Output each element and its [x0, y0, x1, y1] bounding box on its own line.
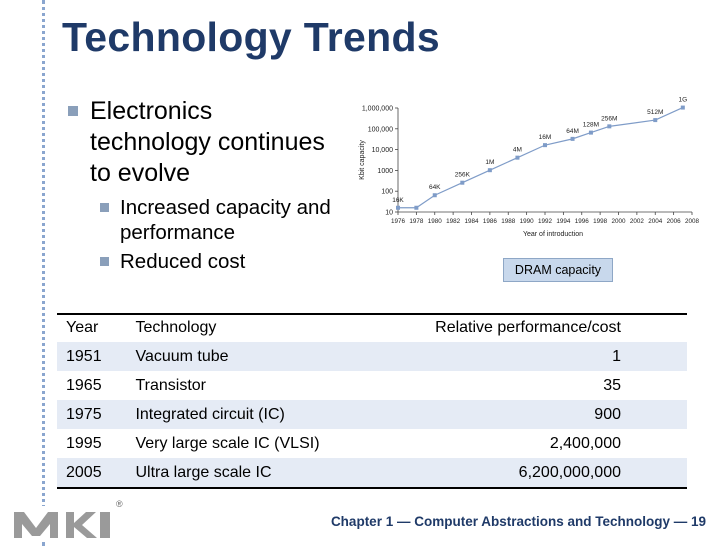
cell-year: 1965	[66, 376, 102, 394]
bullet-list: Electronics technology continues to evol…	[62, 96, 337, 274]
cell-performance: 1	[426, 342, 687, 371]
x-tick-label: 1982	[446, 218, 461, 225]
x-tick-label: 1990	[520, 218, 535, 225]
x-tick-label: 1994	[556, 218, 571, 225]
data-point	[432, 193, 437, 198]
chart-caption: DRAM capacity	[503, 258, 613, 282]
cell-year: 2005	[57, 458, 127, 487]
y-tick-label: 1000	[377, 168, 393, 175]
y-tick-label: 10	[385, 210, 393, 217]
cell-technology: Vacuum tube	[126, 342, 427, 371]
table-row: 2005 Ultra large scale IC 6,200,000,000	[57, 458, 687, 487]
x-tick-label: 2006	[667, 218, 682, 225]
x-tick-label: 1980	[428, 218, 443, 225]
cell-year: 1975	[57, 400, 127, 429]
bullet-sub: Increased capacity and performance	[62, 195, 337, 245]
table-header-row: Year Technology Relative performance/cost	[57, 313, 687, 342]
bullet-square-icon	[100, 203, 109, 212]
slide-footer: Chapter 1 — Computer Abstractions and Te…	[330, 514, 706, 529]
data-label: 256M	[601, 115, 617, 122]
data-point	[460, 180, 465, 185]
bullet-square-icon	[100, 257, 109, 266]
x-tick-label: 1978	[409, 218, 424, 225]
table-bottom-rule	[57, 487, 687, 489]
data-point	[680, 105, 685, 110]
x-tick-label: 2004	[648, 218, 663, 225]
cell-performance: 900	[426, 400, 687, 429]
bullet-sub-text: Increased capacity and performance	[120, 196, 331, 244]
cell-technology: Integrated circuit (IC)	[126, 400, 427, 429]
y-axis-label: Kbit capacity	[359, 140, 366, 180]
table-row: 1965 Transistor 35	[57, 371, 687, 400]
y-tick-label: 1,000,000	[362, 106, 393, 113]
y-tick-label: 100	[381, 189, 393, 196]
cell-performance: 2,400,000	[549, 434, 621, 452]
cell-year: 1951	[57, 342, 127, 371]
registered-mark: ®	[116, 499, 123, 509]
x-tick-label: 1998	[593, 218, 608, 225]
data-label: 64K	[429, 184, 441, 191]
y-tick-label: 100,000	[368, 126, 393, 133]
data-label: 4M	[513, 147, 522, 154]
data-point	[607, 124, 612, 129]
bullet-sub-text: Reduced cost	[120, 250, 246, 273]
dram-capacity-chart: 10 100 1000 10,000 100,000 1,000,000 1976 1978 1…	[359, 97, 700, 238]
header-technology: Technology	[135, 318, 217, 336]
x-tick-label: 1992	[538, 218, 553, 225]
data-point	[396, 205, 400, 210]
cell-year: 1995	[66, 434, 102, 452]
data-point	[487, 168, 492, 173]
decorative-dotted-rule	[42, 0, 45, 546]
data-point	[543, 143, 547, 148]
cell-technology: Very large scale IC (VLSI)	[135, 434, 320, 452]
bullet-main-text: Electronics technology continues to evol…	[90, 97, 325, 187]
table-row: 1951 Vacuum tube 1	[57, 342, 687, 371]
bullet-main: Electronics technology continues to evol…	[62, 96, 337, 189]
bullet-square-icon	[68, 106, 78, 116]
x-tick-label: 1996	[575, 218, 590, 225]
cell-performance: 6,200,000,000	[426, 458, 687, 487]
data-label: 16K	[392, 197, 404, 204]
cell-performance: 35	[603, 376, 621, 394]
table-top-rule	[57, 313, 687, 315]
data-label: 128M	[583, 122, 599, 129]
cell-technology: Ultra large scale IC	[126, 458, 427, 487]
table-row: 1995 Very large scale IC (VLSI) 2,400,000	[57, 429, 687, 458]
data-point	[588, 130, 593, 135]
header-year: Year	[66, 318, 99, 336]
data-label: 1M	[485, 159, 494, 166]
technology-table: Year Technology Relative performance/cost 1…	[57, 313, 687, 487]
header-performance: Relative performance/cost	[435, 318, 621, 336]
data-label: 64M	[566, 128, 579, 135]
data-label: 256K	[455, 172, 471, 179]
publisher-logo	[12, 506, 114, 540]
x-tick-label: 2002	[630, 218, 645, 225]
x-tick-label: 1988	[501, 218, 516, 225]
data-label: 1G	[678, 97, 687, 104]
slide-title: Technology Trends	[62, 14, 440, 60]
data-point	[515, 155, 520, 160]
data-point	[414, 205, 419, 210]
data-point	[653, 118, 658, 123]
data-label: 16M	[539, 134, 552, 141]
x-tick-label: 2008	[685, 218, 700, 225]
x-tick-label: 1986	[483, 218, 498, 225]
x-tick-label: 1976	[391, 218, 406, 225]
series-line	[398, 107, 684, 209]
table-row: 1975 Integrated circuit (IC) 900	[57, 400, 687, 429]
bullet-sub: Reduced cost	[62, 249, 337, 274]
x-tick-label: 2000	[611, 218, 626, 225]
data-label: 512M	[647, 109, 663, 116]
cell-technology: Transistor	[135, 376, 206, 394]
y-tick-label: 10,000	[372, 147, 394, 154]
data-point	[570, 136, 575, 141]
x-tick-label: 1984	[464, 218, 479, 225]
x-axis-label: Year of introduction	[523, 231, 583, 238]
